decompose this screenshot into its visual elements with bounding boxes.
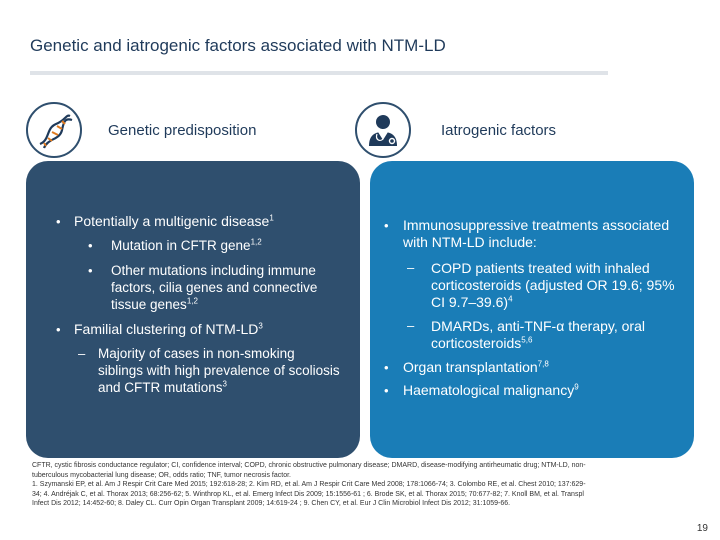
left-item-familial: Familial clustering of NTM-LD3: [74, 321, 263, 337]
right-item-transplant: Organ transplantation7,8: [403, 359, 549, 375]
bullet: •: [88, 238, 93, 253]
dna-icon: [26, 102, 82, 158]
references: CFTR, cystic fibrosis conductance regula…: [32, 461, 682, 509]
dash: –: [407, 260, 415, 275]
bullet: •: [56, 214, 61, 229]
iatrogenic-heading: Iatrogenic factors: [441, 122, 557, 139]
right-item-immunosuppressive: Immunosuppressive treatments associated …: [403, 217, 670, 250]
genetic-panel: • Potentially a multigenic disease1 • Mu…: [26, 161, 360, 458]
right-item-haematological: Haematological malignancy9: [403, 382, 579, 398]
reference-line: CFTR, cystic fibrosis conductance regula…: [32, 462, 586, 469]
bullet: •: [56, 322, 61, 337]
genetic-heading: Genetic predisposition: [108, 122, 257, 139]
iatrogenic-panel: • Immunosuppressive treatments associate…: [370, 161, 694, 458]
reference-line: Infect Dis 2012; 14:452-60; 8. Daley CL.…: [32, 500, 511, 507]
doctor-icon: [355, 102, 411, 158]
bullet: •: [384, 360, 389, 375]
left-item-multigenic: Potentially a multigenic disease1: [74, 213, 274, 229]
slide-title: Genetic and iatrogenic factors associate…: [30, 36, 446, 55]
bullet: •: [384, 218, 389, 233]
reference-line: tuberculous mycobacterial lung disease; …: [32, 471, 291, 479]
dash: –: [407, 318, 415, 333]
reference-line: 34; 4. Andréjak C, et al. Thorax 2013; 6…: [32, 490, 584, 498]
left-sub-siblings: Majority of cases in non-smoking sibling…: [98, 346, 340, 395]
page-number: 19: [696, 523, 708, 534]
bullet: •: [88, 263, 93, 278]
right-sub-copd: COPD patients treated with inhaled corti…: [431, 260, 675, 310]
reference-line: 1. Szymanski EP, et al. Am J Respir Crit…: [32, 481, 586, 488]
title-divider: [30, 71, 608, 75]
left-sub-cftr: Mutation in CFTR gene1,2: [111, 237, 262, 253]
bullet: •: [384, 383, 389, 398]
right-sub-dmards: DMARDs, anti-TNF-α therapy, oral cortico…: [431, 318, 645, 351]
dash: –: [78, 346, 86, 361]
left-sub-other-mutations: Other mutations including immune factors…: [111, 263, 318, 312]
